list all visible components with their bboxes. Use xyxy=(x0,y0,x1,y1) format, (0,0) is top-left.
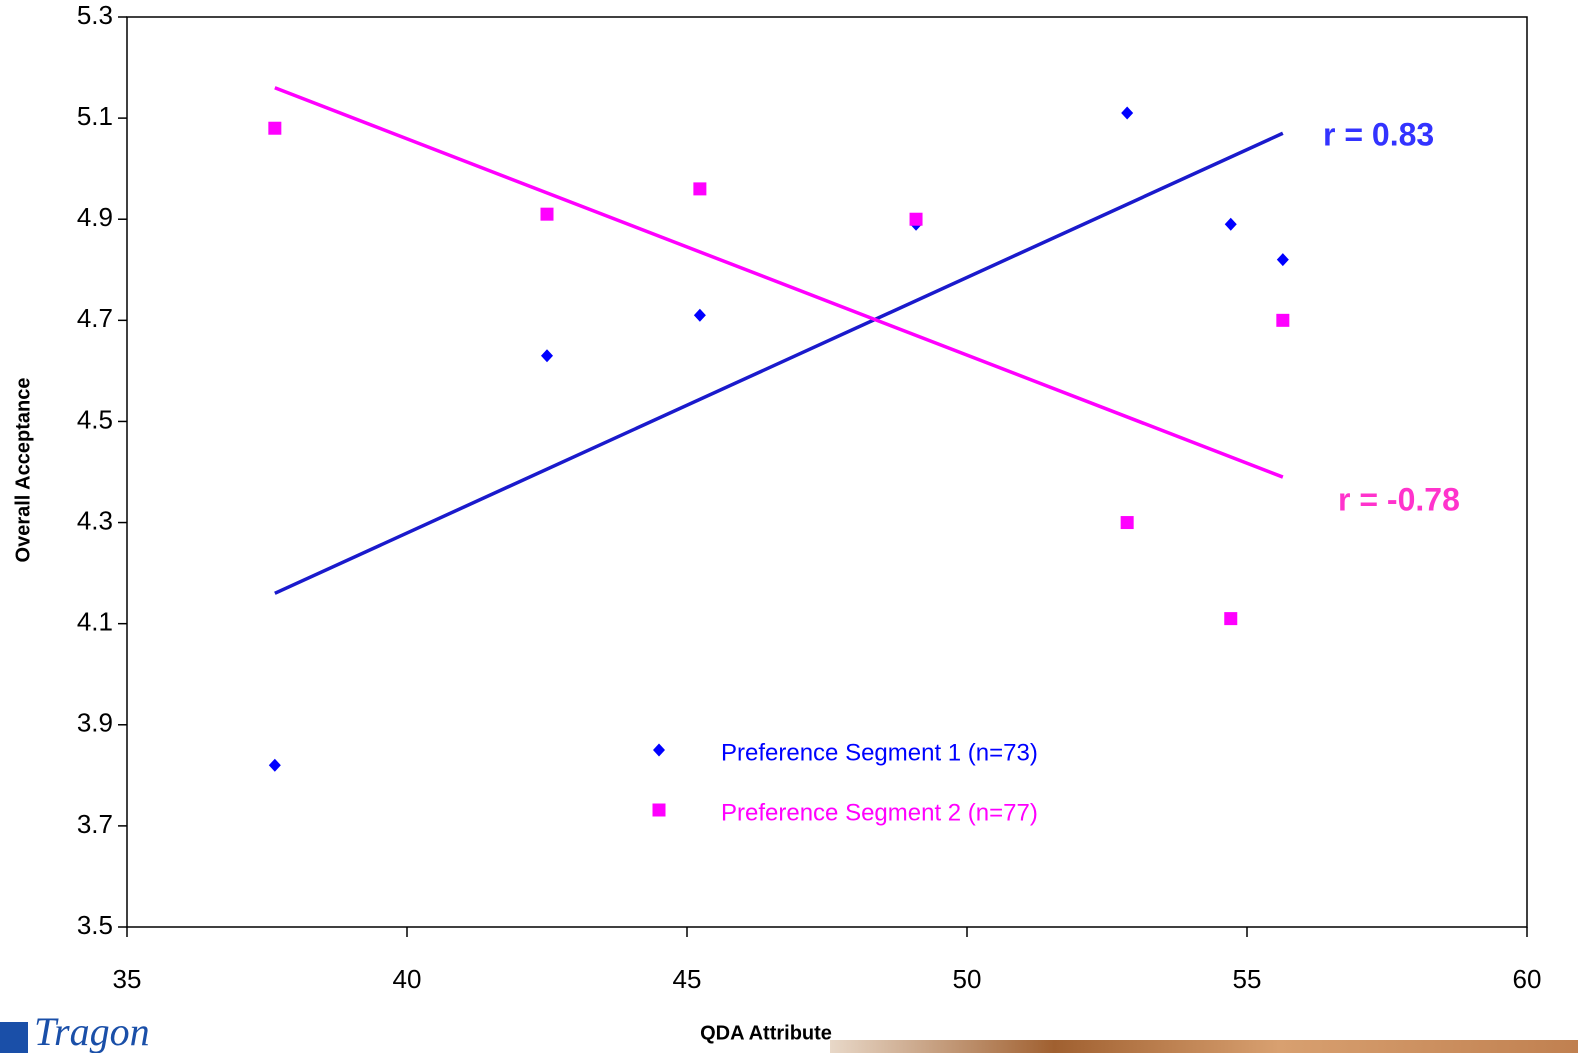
logo-text: Tragon xyxy=(34,1009,150,1053)
y-tick-label: 5.3 xyxy=(77,0,113,30)
data-point xyxy=(1224,217,1237,231)
data-point xyxy=(1120,516,1134,530)
legend-label: Preference Segment 1 (n=73) xyxy=(721,739,1038,766)
x-tick-label: 45 xyxy=(673,964,702,994)
x-tick-label: 50 xyxy=(953,964,982,994)
data-point xyxy=(541,349,553,363)
logo-mark xyxy=(0,1022,28,1053)
y-tick-label: 3.5 xyxy=(77,910,113,940)
y-tick-label: 4.1 xyxy=(77,607,113,637)
y-tick-label: 3.7 xyxy=(77,809,113,839)
data-point xyxy=(1224,612,1238,626)
data-point xyxy=(268,121,282,135)
x-axis-title: QDA Attribute xyxy=(700,1022,832,1044)
data-point xyxy=(1276,313,1290,327)
y-tick-label: 3.9 xyxy=(77,708,113,738)
data-point xyxy=(1121,106,1134,120)
data-point xyxy=(693,308,706,322)
x-tick-label: 60 xyxy=(1513,964,1542,994)
x-tick-label: 40 xyxy=(393,964,422,994)
annotation: r = 0.83 xyxy=(1323,116,1434,152)
data-point xyxy=(540,207,554,221)
data-point xyxy=(1276,253,1289,267)
data-point xyxy=(693,182,707,196)
x-tick-label: 55 xyxy=(1233,964,1262,994)
x-tick-label: 35 xyxy=(113,964,142,994)
y-tick-label: 4.9 xyxy=(77,202,113,232)
annotation: r = -0.78 xyxy=(1338,481,1460,517)
y-tick-label: 4.7 xyxy=(77,303,113,333)
legend-marker xyxy=(653,743,665,757)
y-axis-title: Overall Acceptance xyxy=(12,378,34,563)
legend-marker xyxy=(652,803,666,817)
trend-line xyxy=(274,86,1284,479)
data-point xyxy=(268,758,281,772)
y-tick-label: 4.3 xyxy=(77,505,113,535)
photo-strip xyxy=(830,1040,1578,1053)
y-tick-label: 4.5 xyxy=(77,404,113,434)
trend-line xyxy=(274,131,1284,595)
y-tick-label: 5.1 xyxy=(77,101,113,131)
legend-label: Preference Segment 2 (n=77) xyxy=(721,799,1038,826)
data-point xyxy=(909,212,923,226)
plot-frame xyxy=(126,16,1528,928)
